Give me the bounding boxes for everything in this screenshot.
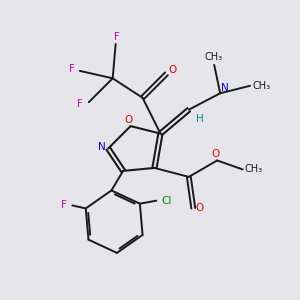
Text: CH₃: CH₃ [245, 164, 263, 174]
Text: O: O [212, 149, 220, 159]
Text: H: H [196, 114, 204, 124]
Text: O: O [169, 65, 177, 75]
Text: F: F [61, 200, 67, 210]
Text: F: F [77, 99, 83, 109]
Text: CH₃: CH₃ [205, 52, 223, 61]
Text: N: N [221, 83, 229, 93]
Text: F: F [69, 64, 75, 74]
Text: F: F [114, 32, 120, 42]
Text: Cl: Cl [161, 196, 172, 206]
Text: O: O [196, 203, 204, 213]
Text: N: N [98, 142, 106, 152]
Text: CH₃: CH₃ [253, 81, 271, 91]
Text: O: O [124, 115, 132, 124]
